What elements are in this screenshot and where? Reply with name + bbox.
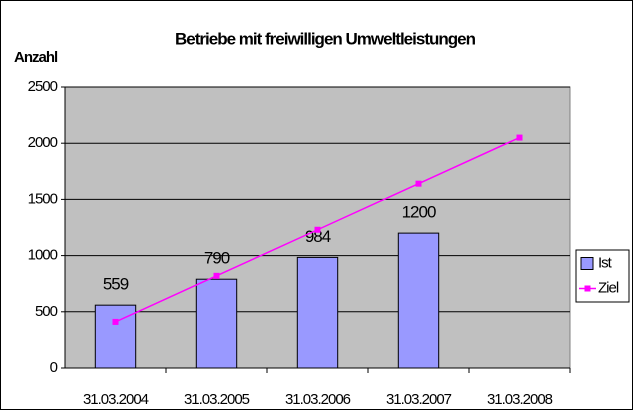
bar xyxy=(94,304,137,369)
line-marker xyxy=(415,180,422,187)
data-label: 790 xyxy=(204,249,230,268)
chart-title: Betriebe mit freiwilligen Umweltleistung… xyxy=(175,29,476,48)
y-tick-label: 2500 xyxy=(28,78,58,95)
x-tick-label: 31.03.2006 xyxy=(285,391,351,408)
y-axis-label: Anzahl xyxy=(14,49,58,66)
y-tick-label: 1500 xyxy=(28,190,58,207)
x-tick-label: 31.03.2004 xyxy=(83,391,149,408)
y-tick-label: 0 xyxy=(50,359,58,376)
data-label: 1200 xyxy=(402,203,436,222)
x-tick-label: 31.03.2005 xyxy=(184,391,250,408)
bar xyxy=(397,232,440,369)
line-marker xyxy=(112,318,119,325)
line-marker xyxy=(516,134,523,141)
legend-label: Ziel xyxy=(598,279,619,296)
bar xyxy=(195,278,238,369)
line-marker xyxy=(314,226,321,233)
legend-swatch xyxy=(580,257,594,270)
y-tick-label: 1000 xyxy=(28,247,58,264)
legend-label: Ist xyxy=(598,254,613,271)
x-tick-label: 31.03.2008 xyxy=(487,391,553,408)
x-tick-label: 31.03.2007 xyxy=(386,391,452,408)
bar xyxy=(296,256,339,369)
data-label: 559 xyxy=(103,275,129,294)
y-tick-label: 2000 xyxy=(28,134,58,151)
legend-marker xyxy=(584,285,591,292)
data-label: 984 xyxy=(305,227,331,246)
y-tick-label: 500 xyxy=(35,303,58,320)
line-marker xyxy=(213,272,220,279)
